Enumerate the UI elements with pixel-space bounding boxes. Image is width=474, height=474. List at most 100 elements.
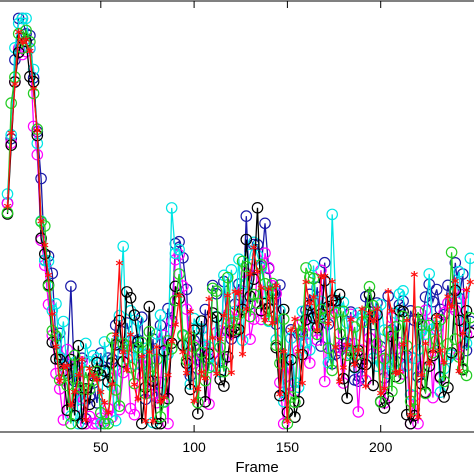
data-point [80,383,92,395]
data-point: * [339,361,347,379]
data-point: * [179,345,187,363]
data-point: * [63,359,71,377]
data-point [106,332,118,344]
data-point [318,375,331,388]
data-point [154,417,167,430]
data-point: * [448,300,456,318]
data-point: * [425,357,433,375]
data-point [177,329,189,341]
data-point: * [160,391,168,409]
data-point [53,353,66,366]
data-point [98,417,111,430]
data-point [20,24,32,37]
data-point: * [373,302,381,320]
data-point: * [213,367,221,385]
data-point: * [145,346,153,364]
data-point [195,315,208,327]
data-point [91,365,103,378]
data-point [65,280,77,292]
data-point [169,280,182,293]
data-point: * [321,269,329,287]
data-point [322,356,335,369]
data-point [423,319,435,332]
data-point [24,35,36,48]
data-point [61,343,73,356]
data-point: * [343,339,351,357]
data-point: * [298,376,306,394]
data-point [430,334,443,347]
data-point [330,306,342,319]
data-point: * [26,45,34,63]
data-point: * [183,366,191,384]
data-point [35,172,47,185]
data-point: * [324,317,332,335]
data-point [27,63,40,76]
data-point: * [451,275,459,293]
data-point: * [123,363,131,381]
data-point: * [351,358,359,376]
data-point [91,356,103,369]
data-point [184,331,197,343]
data-point [124,402,137,415]
data-point [206,282,219,295]
data-point: * [283,415,291,433]
data-point: * [254,265,262,283]
data-point: * [463,283,471,301]
data-point: * [429,345,437,363]
data-point [307,272,320,285]
data-point [162,335,174,347]
data-point [367,379,379,392]
data-point: * [134,392,142,410]
data-point [102,375,114,388]
data-point [352,406,365,418]
data-point [50,367,62,380]
data-point: * [313,323,321,341]
data-point [445,246,458,259]
data-point: * [15,25,23,43]
data-point [408,409,421,422]
data-point [419,304,432,317]
data-point: * [93,373,101,391]
data-point: * [186,305,194,323]
data-point [113,314,126,327]
data-point [221,271,234,284]
x-axis-label: Frame [235,459,278,474]
data-point: * [164,369,172,387]
data-point [165,316,178,329]
data-point: * [190,395,198,413]
data-point [42,255,55,267]
data-point [65,417,77,430]
data-point [415,319,428,331]
data-point [464,311,474,324]
data-point [76,417,88,430]
data-point [83,356,96,368]
data-point: * [22,33,30,51]
data-point: * [115,256,123,274]
data-point [374,298,387,311]
data-point: * [362,379,370,397]
data-point [453,265,465,278]
x-tick-label: 150 [276,439,300,455]
data-point [136,336,148,349]
data-point [199,303,212,316]
data-point: * [261,314,269,332]
data-point [162,392,174,405]
data-point: * [269,317,277,335]
data-point [318,312,331,324]
data-point: * [407,408,415,426]
data-point [162,417,174,430]
data-point [46,336,59,349]
data-point: * [272,279,280,297]
data-point [5,97,17,109]
data-point [311,334,323,346]
data-point [80,366,92,378]
data-point [87,349,100,362]
data-point [68,349,81,362]
data-point [109,414,122,427]
data-point [136,311,148,323]
data-point: * [235,285,243,303]
data-point [225,263,238,276]
data-point [113,400,126,412]
data-point: * [239,348,247,366]
data-point: * [82,414,90,432]
